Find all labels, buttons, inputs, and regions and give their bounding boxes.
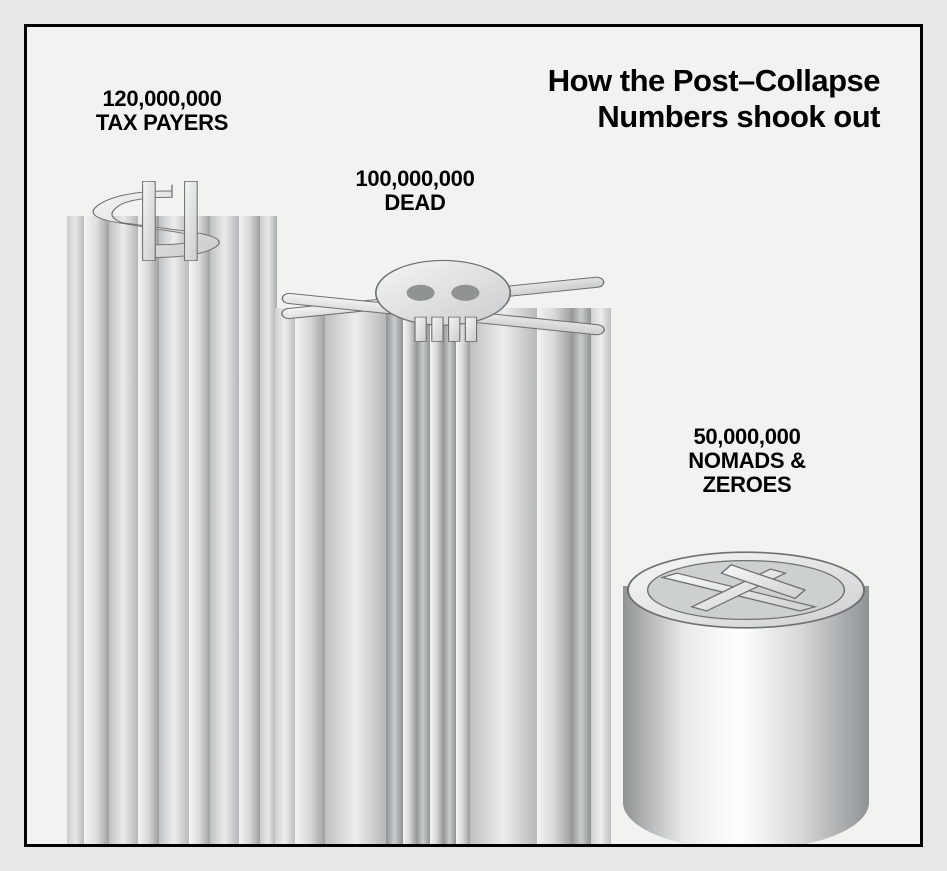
chart-frame: How the Post–Collapse Numbers shook out … [24, 24, 923, 847]
chart-area: 120,000,000TAX PAYERS 100,000,000DEAD [27, 27, 920, 844]
column-value-dead: 100,000,000 [295, 167, 535, 191]
column-value-nomads: 50,000,000 [627, 425, 867, 449]
column-topface-dead [275, 252, 611, 362]
column-name-nomads: NOMADS & ZEROES [627, 449, 867, 497]
column-label-dead: 100,000,000DEAD [295, 167, 535, 215]
column-body-dead [275, 308, 611, 844]
column-topface-taxpayers [67, 176, 277, 266]
column-dead [275, 252, 611, 844]
column-label-nomads: 50,000,000NOMADS & ZEROES [627, 425, 867, 498]
column-name-dead: DEAD [295, 191, 535, 215]
column-label-taxpayers: 120,000,000TAX PAYERS [42, 87, 282, 135]
column-topface-nomads [623, 548, 869, 632]
column-body-taxpayers [67, 216, 277, 844]
column-taxpayers [67, 176, 277, 844]
column-name-taxpayers: TAX PAYERS [42, 111, 282, 135]
column-nomads [623, 548, 869, 844]
column-value-taxpayers: 120,000,000 [42, 87, 282, 111]
